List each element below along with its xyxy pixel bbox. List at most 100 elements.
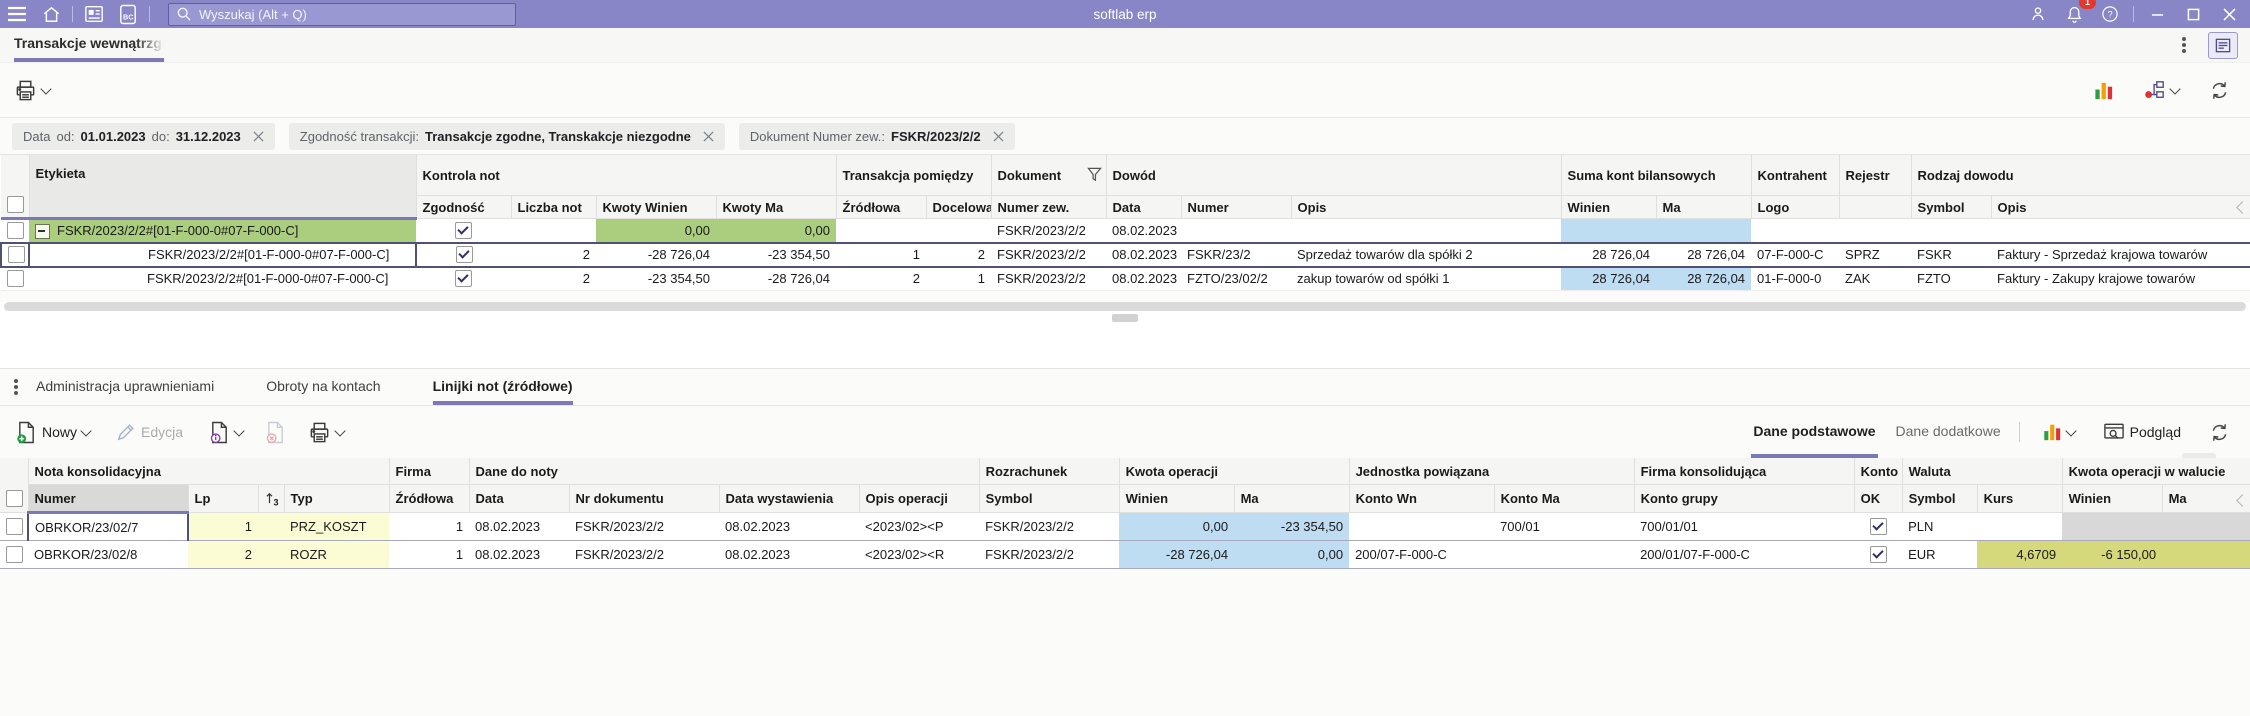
column-header-numer[interactable]: Numer <box>1181 195 1292 219</box>
group-header-kontrahent[interactable]: Kontrahent <box>1751 155 1840 196</box>
group-header-rejestr[interactable]: Rejestr <box>1839 155 1912 196</box>
horizontal-scrollbar[interactable] <box>4 302 2246 311</box>
column-header-ok[interactable]: OK <box>1854 484 1903 513</box>
view-tab-dane-podstawowe[interactable]: Dane podstawowe <box>1751 406 1878 458</box>
print-button[interactable] <box>302 417 350 448</box>
kebab-menu-icon[interactable] <box>2182 43 2186 47</box>
filter-chip-date[interactable]: Data od: 01.01.2023 do: 31.12.2023 <box>12 122 275 150</box>
column-header-winien[interactable]: Winien <box>1119 484 1235 513</box>
group-header-jednostka-powiazana[interactable]: Jednostka powiązana <box>1349 458 1635 485</box>
filter-chip-dokument[interactable]: Dokument Numer zew.: FSKR/2023/2/2 <box>738 122 1015 150</box>
edit-button[interactable]: Edycja <box>110 418 189 446</box>
column-header-docelowa[interactable]: Docelowa <box>926 195 992 219</box>
select-all-checkbox[interactable] <box>6 490 23 507</box>
tab-transakcje-wewnatrzgrupowe[interactable]: Transakcje wewnątrzgrupowe <box>14 28 164 62</box>
print-button[interactable] <box>8 75 56 106</box>
focused-cell-numer[interactable]: OBRKOR/23/02/7 <box>27 512 189 541</box>
search-input[interactable]: Wyszukaj (Alt + Q) <box>168 2 516 26</box>
remove-filter-icon[interactable] <box>703 130 714 142</box>
row-checkbox[interactable] <box>8 246 25 264</box>
group-header-nota-konsolidacyjna[interactable]: Nota konsolidacyjna <box>28 458 390 485</box>
group-header-suma-kont[interactable]: Suma kont bilansowych <box>1561 155 1752 196</box>
column-header-numer[interactable]: Numer <box>28 484 189 514</box>
home-button[interactable] <box>34 0 68 28</box>
column-header-ma[interactable]: Ma <box>1234 484 1350 513</box>
cell-etykieta[interactable]: FSKR/2023/2/2#[01-F-000-0#07-F-000-C] <box>29 218 416 243</box>
focused-cell-etykieta[interactable]: FSKR/2023/2/2#[01-F-000-0#07-F-000-C] <box>28 241 417 268</box>
column-header-konto-wn[interactable]: Konto Wn <box>1349 484 1495 513</box>
table-row[interactable]: FSKR/2023/2/2#[01-F-000-0#07-F-000-C] 2 … <box>1 266 2250 291</box>
preview-button[interactable]: Podgląd <box>2097 418 2187 446</box>
column-header-konto-grupy[interactable]: Konto grupy <box>1634 484 1855 513</box>
column-header-opis[interactable]: Opis <box>1291 195 1562 219</box>
column-header-kwoty-winien[interactable]: Kwoty Winien <box>596 195 717 219</box>
column-header-etykieta[interactable]: Etykieta <box>29 155 417 220</box>
column-header-opis2[interactable]: Opis <box>1991 195 2250 219</box>
column-header-liczba-not[interactable]: Liczba not <box>511 195 597 219</box>
document-delete-button[interactable] <box>259 417 292 448</box>
tab-administracja-uprawnieniami[interactable]: Administracja uprawnieniami <box>36 378 215 394</box>
column-header-konto-ma[interactable]: Konto Ma <box>1494 484 1635 513</box>
column-header-nr-dokumentu[interactable]: Nr dokumentu <box>569 484 720 513</box>
column-header-winien[interactable]: Winien <box>1561 195 1657 219</box>
row-checkbox[interactable] <box>7 270 24 288</box>
column-header-data[interactable]: Data <box>469 484 570 513</box>
table-row-selected[interactable]: OBRKOR/23/02/7 1 PRZ_KOSZT 1 08.02.2023 … <box>0 512 2250 541</box>
column-header-zrodlowa[interactable]: Źródłowa <box>836 195 927 219</box>
workflow-button[interactable] <box>2138 76 2185 104</box>
column-header-typ[interactable]: Typ <box>284 484 390 513</box>
user-button[interactable] <box>2021 0 2055 28</box>
select-all-checkbox[interactable] <box>7 196 24 213</box>
column-header-data-wystawienia[interactable]: Data wystawienia <box>719 484 860 513</box>
view-tab-dane-dodatkowe[interactable]: Dane dodatkowe <box>1895 423 2001 439</box>
chart-button[interactable] <box>2036 418 2081 446</box>
group-header-firma-konsolidujaca[interactable]: Firma konsolidująca <box>1634 458 1855 485</box>
filter-chip-zgodnosc[interactable]: Zgodność transakcji: Transakcje zgodne, … <box>288 122 725 150</box>
group-header-transakcja-pomiedzy[interactable]: Transakcja pomiędzy <box>836 155 992 196</box>
group-header-kwota-operacji[interactable]: Kwota operacji <box>1119 458 1350 485</box>
group-header-kwota-w-walucie[interactable]: Kwota operacji w walucie <box>2062 458 2250 485</box>
column-header-kurs[interactable]: Kurs <box>1977 484 2063 513</box>
help-button[interactable]: ? <box>2093 0 2127 28</box>
menu-button[interactable] <box>0 0 34 28</box>
select-all-cell[interactable] <box>0 458 29 513</box>
table-row-selected[interactable]: FSKR/2023/2/2#[01-F-000-0#07-F-000-C] 2 … <box>0 241 2250 268</box>
row-checkbox[interactable] <box>6 518 23 536</box>
collapse-minus-icon[interactable] <box>35 223 50 239</box>
group-header-kontrola-not[interactable]: Kontrola not <box>416 155 837 196</box>
group-header-konto[interactable]: Konto <box>1854 458 1903 485</box>
column-header-kwoty-ma[interactable]: Kwoty Ma <box>716 195 837 219</box>
column-header-zrodlowa[interactable]: Źródłowa <box>389 484 470 513</box>
remove-filter-icon[interactable] <box>253 130 264 142</box>
column-header-numer-zew[interactable]: Numer zew. <box>991 195 1107 219</box>
group-header-firma[interactable]: Firma <box>389 458 470 485</box>
document-info-button[interactable] <box>203 417 249 448</box>
group-header-dane-do-noty[interactable]: Dane do noty <box>469 458 980 485</box>
kebab-menu-icon[interactable] <box>14 385 18 389</box>
column-header-zgodnosc[interactable]: Zgodność <box>416 195 512 219</box>
column-header-symbol[interactable]: Symbol <box>1911 195 1992 219</box>
bc-module-button[interactable]: BC <box>111 0 145 28</box>
maximize-button[interactable] <box>2176 0 2210 28</box>
notifications-button[interactable]: 1 <box>2057 0 2096 28</box>
splitter-handle[interactable] <box>1112 314 1138 322</box>
column-header-symbol-waluty[interactable]: Symbol <box>1902 484 1978 513</box>
refresh-button[interactable] <box>2203 76 2236 105</box>
column-header-winien-wal[interactable]: Winien <box>2062 484 2163 513</box>
select-all-cell[interactable] <box>1 155 30 220</box>
table-row-group[interactable]: FSKR/2023/2/2#[01-F-000-0#07-F-000-C] 0,… <box>1 218 2250 243</box>
side-panel-toggle-button[interactable] <box>2208 31 2238 59</box>
tab-linijki-not[interactable]: Linijki not (źródłowe) <box>432 369 573 405</box>
column-header-logo[interactable]: Logo <box>1751 195 1840 219</box>
column-header-rejestr-blank[interactable] <box>1839 195 1912 219</box>
column-header-symbol[interactable]: Symbol <box>979 484 1120 513</box>
group-header-rozrachunek[interactable]: Rozrachunek <box>979 458 1120 485</box>
group-header-waluta[interactable]: Waluta <box>1902 458 2063 485</box>
minimize-button[interactable] <box>2140 0 2174 28</box>
group-header-dokument[interactable]: Dokument <box>991 155 1107 196</box>
chart-button[interactable] <box>2087 76 2120 105</box>
column-header-opis-operacji[interactable]: Opis operacji <box>859 484 980 513</box>
column-header-ma[interactable]: Ma <box>1656 195 1752 219</box>
tab-obroty-na-kontach[interactable]: Obroty na kontach <box>266 378 381 394</box>
column-header-data[interactable]: Data <box>1106 195 1182 219</box>
